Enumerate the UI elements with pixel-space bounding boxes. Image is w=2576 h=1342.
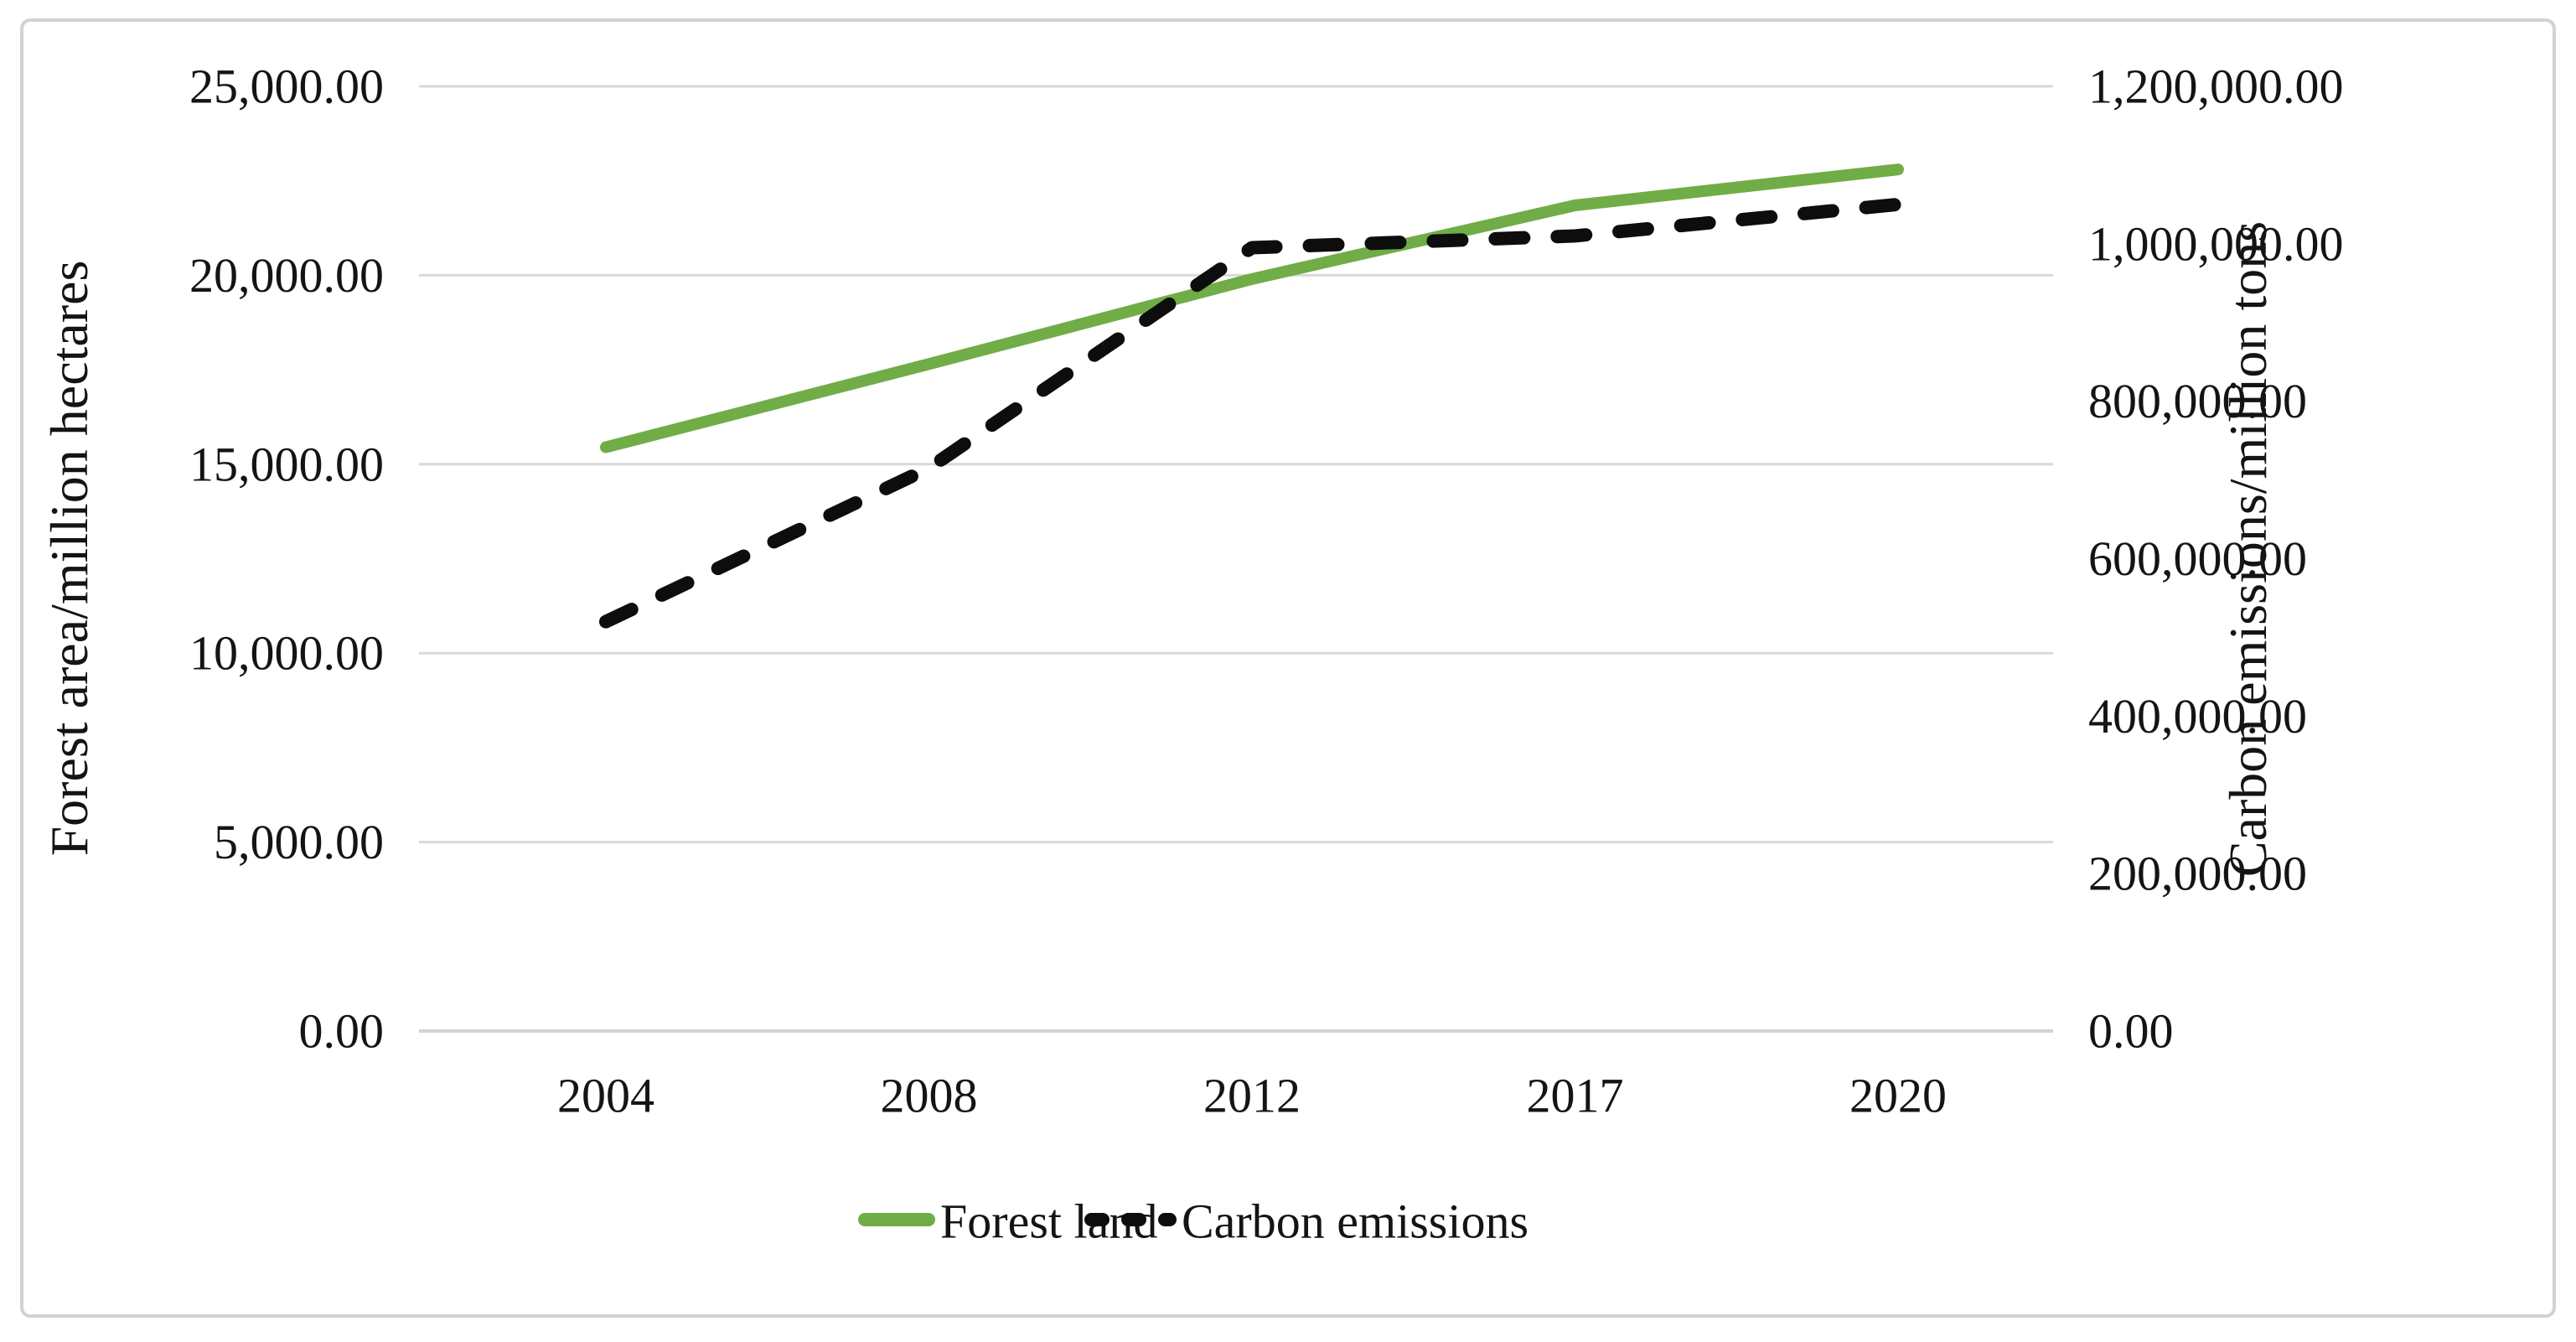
left-axis-tick-label: 20,000.00	[189, 248, 384, 303]
x-axis-tick-label: 2012	[1203, 1069, 1301, 1123]
right-axis-tick-labels: 0.00 200,000.00 400,000.00 600,000.00 800,00…	[2088, 60, 2344, 1059]
right-axis-tick-label: 400,000.00	[2088, 689, 2307, 744]
right-axis-tick-label: 200,000.00	[2088, 847, 2307, 901]
left-axis-title: Forest area/million hectares	[39, 261, 99, 857]
figure-border	[20, 18, 2556, 1318]
legend-carbon-emissions-label: Carbon emissions	[1182, 1194, 1529, 1249]
x-axis-tick-label: 2004	[557, 1069, 654, 1123]
left-axis-tick-label: 15,000.00	[189, 437, 384, 491]
x-axis-tick-label: 2008	[881, 1069, 978, 1123]
x-axis-tick-labels: 2004 2008 2012 2017 2020	[557, 1069, 1947, 1123]
series-line-forest-land	[600, 163, 1904, 453]
left-axis-tick-label: 10,000.00	[189, 626, 384, 681]
right-axis-tick-label: 1,200,000.00	[2088, 60, 2344, 114]
left-axis-tick-labels: 0.00 5,000.00 10,000.00 15,000.00 20,000.00 2…	[189, 60, 384, 1059]
x-axis-tick-label: 2017	[1527, 1069, 1624, 1123]
left-axis-tick-label: 0.00	[299, 1004, 385, 1059]
series-lines	[599, 163, 1905, 629]
gridlines	[419, 85, 2053, 1033]
legend: Forest land Carbon emissions	[858, 1194, 1529, 1249]
x-axis-tick-label: 2020	[1849, 1069, 1947, 1123]
series-line-carbon-emissions	[599, 197, 1905, 629]
legend-forest-land-label: Forest land	[940, 1194, 1157, 1249]
right-axis-tick-label: 0.00	[2088, 1004, 2174, 1059]
right-axis-tick-label: 600,000.00	[2088, 531, 2307, 586]
right-axis-title: Carbon emissions/million tons	[2218, 221, 2278, 877]
right-axis-tick-label: 1,000,000.00	[2088, 216, 2344, 271]
left-axis-tick-label: 25,000.00	[189, 60, 384, 114]
left-axis-tick-label: 5,000.00	[214, 815, 384, 869]
right-axis-tick-label: 800,000.00	[2088, 374, 2307, 428]
